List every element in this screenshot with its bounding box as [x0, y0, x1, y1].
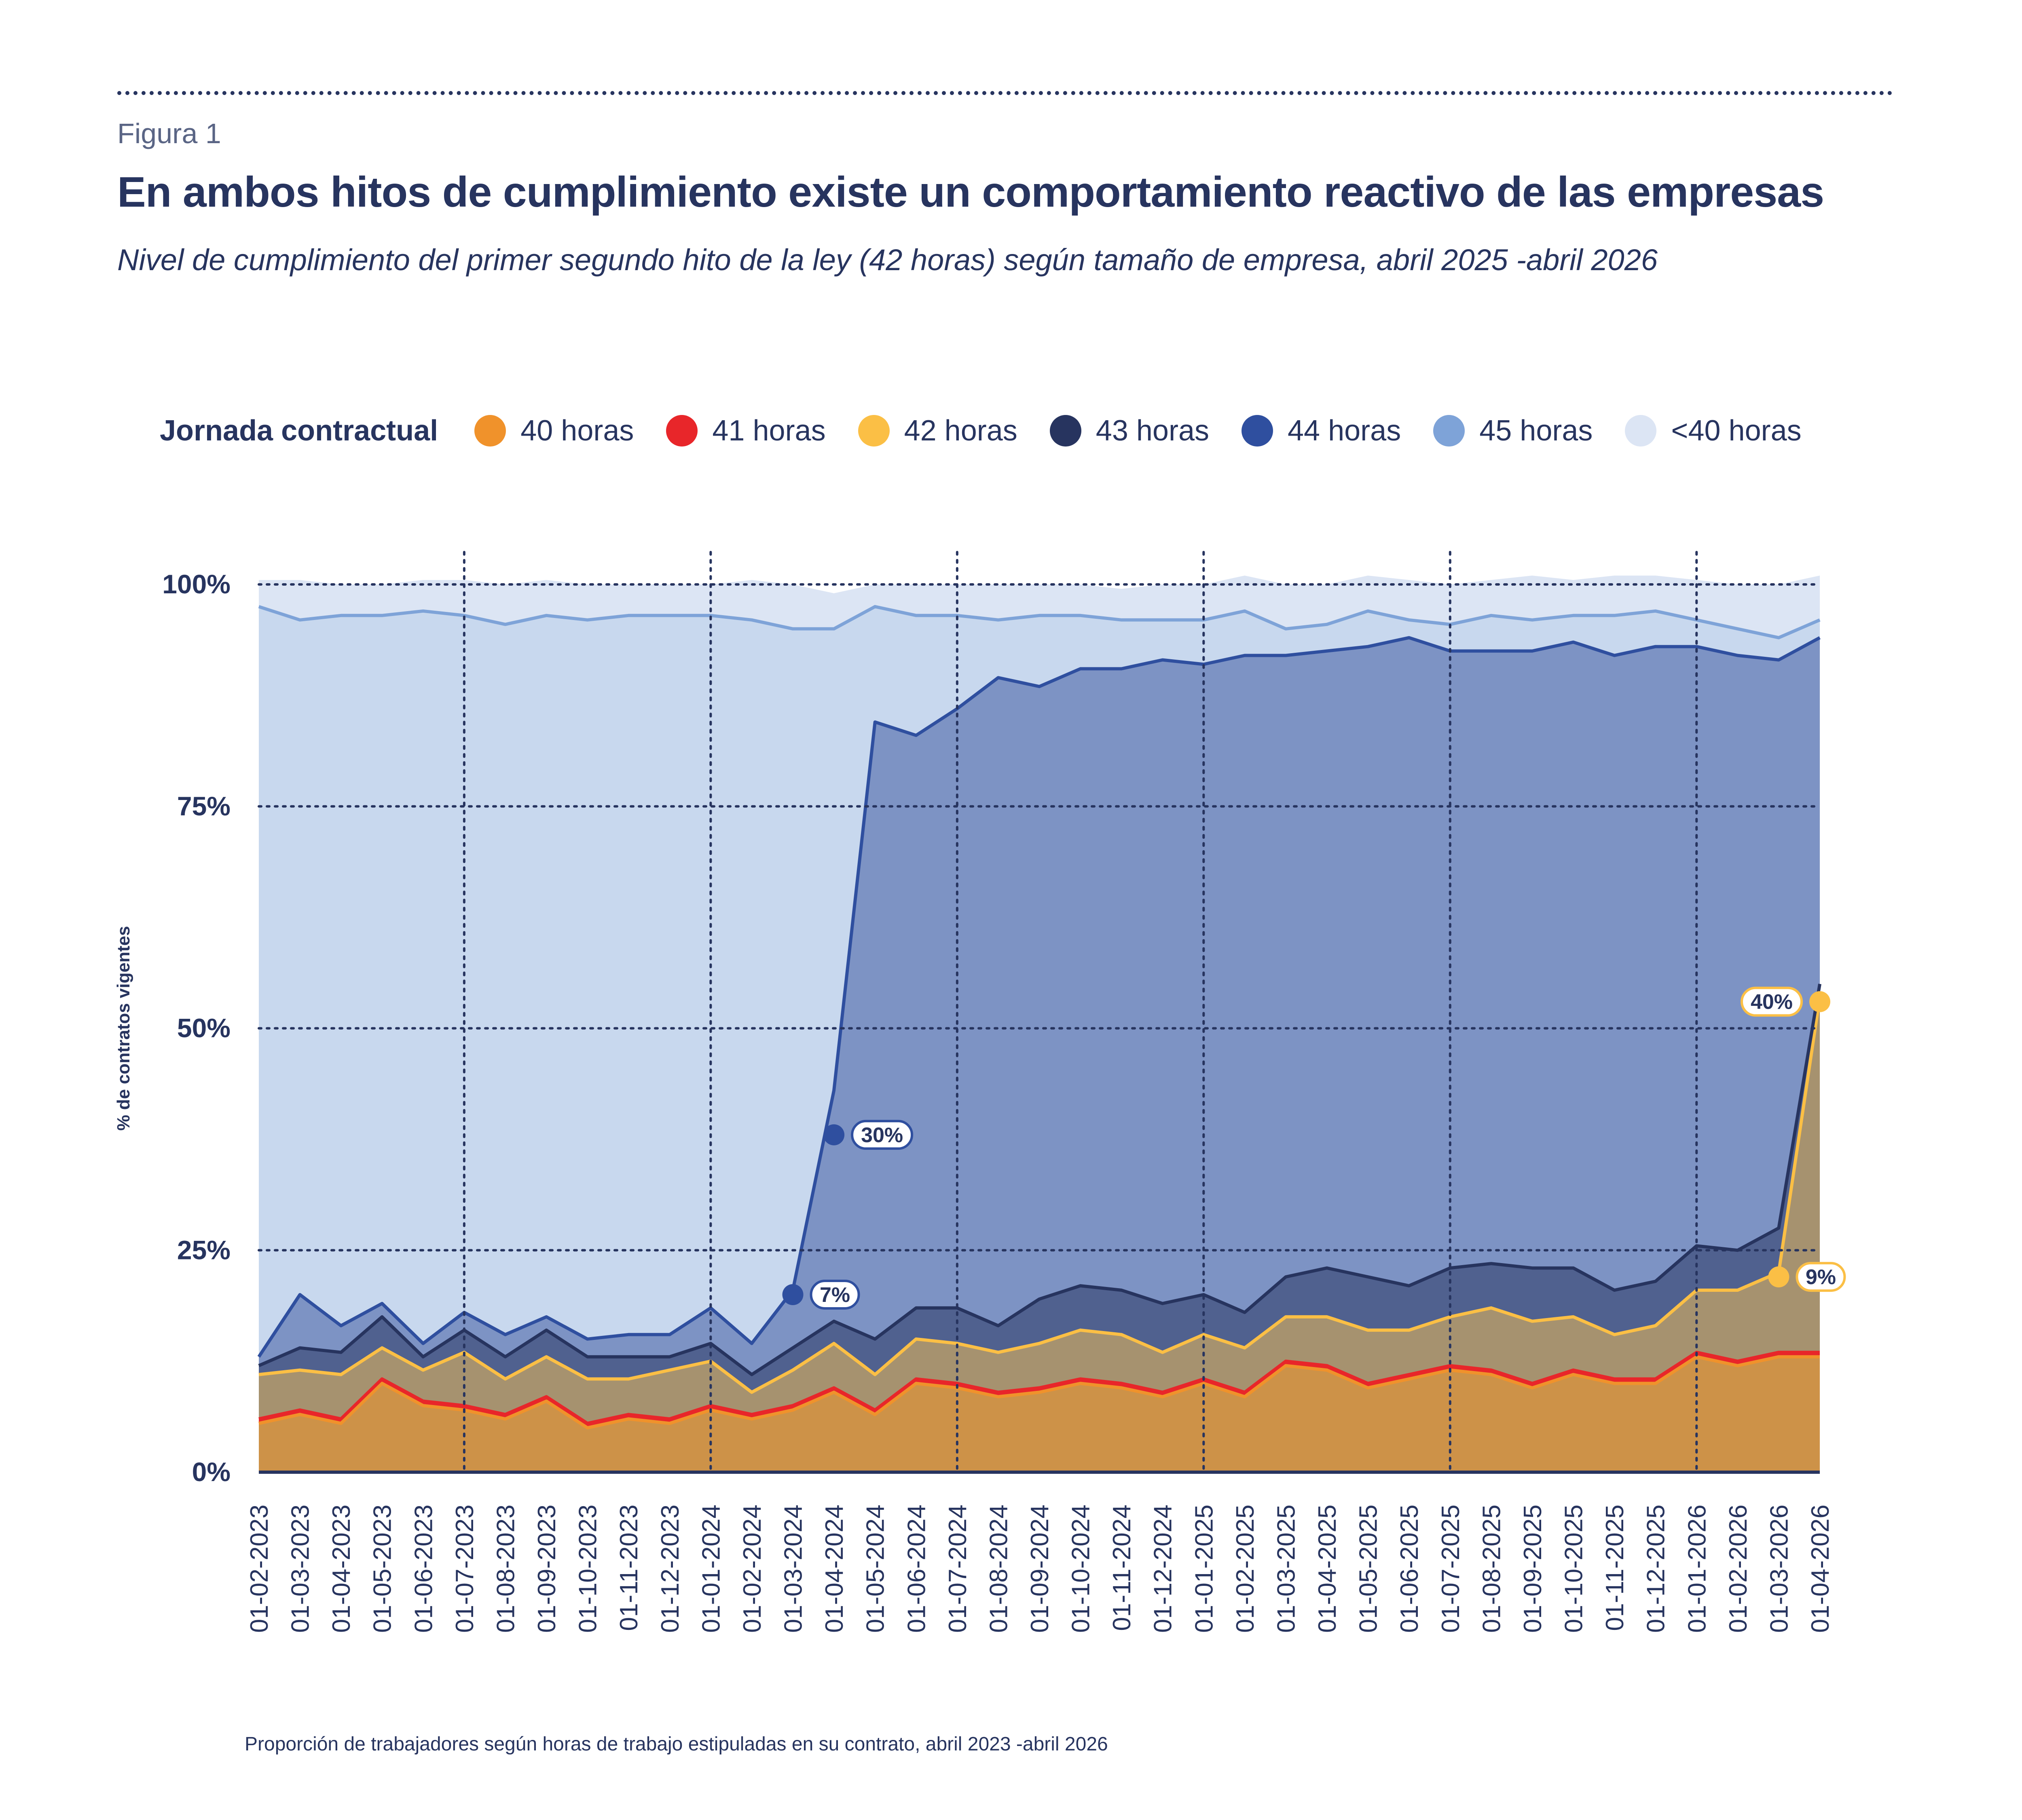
- x-tick-label: 01-07-2024: [944, 1505, 972, 1633]
- figure-label: Figura 1: [117, 118, 221, 149]
- x-tick-label: 01-08-2024: [985, 1505, 1013, 1633]
- legend-label: 43 horas: [1096, 415, 1209, 447]
- annotation-box: [810, 1280, 860, 1310]
- x-tick-label: 01-02-2025: [1231, 1505, 1259, 1633]
- area-43-horas: [259, 984, 1820, 1393]
- x-tick-label: 01-05-2024: [862, 1505, 890, 1633]
- x-tick-label: 01-09-2024: [1026, 1505, 1054, 1633]
- area-44-horas: [259, 637, 1820, 1375]
- x-tick-label: 01-11-2025: [1601, 1505, 1629, 1631]
- series-line-43-horas: [258, 984, 1821, 1376]
- y-tick-label: 0%: [192, 1457, 231, 1487]
- annotation-box: [851, 1120, 914, 1150]
- annotation-marker: [782, 1284, 804, 1305]
- area-45-horas: [259, 606, 1820, 1357]
- legend-swatch: [1625, 415, 1657, 447]
- y-tick-label: 50%: [177, 1013, 231, 1043]
- x-tick-label: 01-04-2025: [1313, 1505, 1341, 1633]
- x-tick-label: 01-02-2023: [245, 1505, 273, 1633]
- x-tick-label: 01-05-2025: [1355, 1505, 1383, 1633]
- annotation-marker: [1809, 991, 1830, 1012]
- x-tick-label: 01-03-2026: [1765, 1505, 1793, 1633]
- annotation-box: [1741, 986, 1803, 1017]
- y-axis-label: % de contratos vigentes: [114, 926, 133, 1130]
- legend-title: Jornada contractual: [160, 415, 438, 447]
- x-tick-label: 01-12-2025: [1642, 1505, 1670, 1633]
- legend-item-43: 43 horas: [1049, 414, 1209, 447]
- legend-swatch: [666, 415, 698, 447]
- legend-label: 40 horas: [520, 415, 634, 447]
- legend-item-40: 40 horas: [474, 414, 634, 447]
- legend: Jornada contractual 40 horas 41 horas 42…: [160, 408, 1802, 453]
- x-tick-label: 01-06-2023: [410, 1505, 438, 1633]
- x-tick-label: 01-03-2024: [780, 1505, 808, 1633]
- area-42-horas: [259, 997, 1820, 1424]
- x-tick-label: 01-03-2025: [1272, 1505, 1300, 1633]
- area-40-horas: [259, 1357, 1820, 1472]
- x-tick-label: 01-03-2023: [287, 1505, 315, 1633]
- series-line-45-horas: [258, 605, 1821, 639]
- x-tick-label: 01-04-2024: [821, 1505, 848, 1633]
- series-line-44-horas: [257, 636, 1821, 1358]
- x-tick-label: 01-09-2025: [1519, 1505, 1547, 1633]
- x-tick-label: 01-02-2024: [738, 1505, 766, 1633]
- x-tick-label: 01-01-2026: [1683, 1505, 1711, 1633]
- x-tick-label: 01-02-2026: [1724, 1505, 1752, 1633]
- legend-label: 45 horas: [1479, 415, 1593, 447]
- legend-swatch: [474, 415, 506, 447]
- annotation-box: [1796, 1262, 1846, 1292]
- x-tick-label: 01-10-2024: [1067, 1505, 1095, 1633]
- top-dotted-rule: [117, 91, 1893, 95]
- chart-title: En ambos hitos de cumplimiento existe un…: [117, 168, 1824, 216]
- x-tick-label: 01-08-2023: [492, 1505, 520, 1633]
- series-line-42-horas: [258, 997, 1821, 1394]
- legend-item-under-40: <40 horas: [1625, 414, 1802, 447]
- legend-swatch: [1242, 415, 1273, 447]
- x-tick-label: 01-07-2025: [1437, 1505, 1465, 1633]
- x-tick-label: 01-10-2023: [574, 1505, 602, 1633]
- y-tick-label: 25%: [177, 1235, 231, 1265]
- x-tick-label: 01-11-2024: [1108, 1505, 1136, 1631]
- x-tick-label: 01-10-2025: [1560, 1505, 1588, 1633]
- legend-label: 44 horas: [1288, 415, 1401, 447]
- y-tick-label: 75%: [177, 791, 231, 821]
- legend-item-44: 44 horas: [1242, 414, 1401, 447]
- series-line-41-horas: [258, 1350, 1820, 1425]
- legend-swatch: [858, 415, 890, 447]
- legend-swatch: [1049, 415, 1081, 447]
- x-tick-label: 01-08-2025: [1478, 1505, 1506, 1633]
- legend-item-41: 41 horas: [666, 414, 826, 447]
- footnote: Proporción de trabajadores según horas d…: [245, 1733, 1108, 1755]
- x-tick-label: 01-01-2025: [1190, 1505, 1218, 1633]
- series-line-40-horas: [258, 1355, 1820, 1430]
- annotation-label: 30%: [861, 1124, 903, 1147]
- x-tick-label: 01-07-2023: [451, 1505, 479, 1633]
- legend-item-42: 42 horas: [858, 414, 1017, 447]
- annotation-label: 7%: [820, 1283, 850, 1307]
- annotation-label: 9%: [1806, 1266, 1836, 1289]
- x-tick-label: 01-05-2023: [369, 1505, 397, 1633]
- legend-label: 42 horas: [904, 415, 1017, 447]
- legend-swatch: [1433, 415, 1465, 447]
- x-tick-label: 01-04-2023: [328, 1505, 355, 1633]
- chart-subtitle: Nivel de cumplimiento del primer segundo…: [117, 243, 1658, 277]
- annotation-label: 40%: [1751, 990, 1793, 1014]
- x-tick-label: 01-12-2023: [656, 1505, 684, 1633]
- x-tick-label: 01-09-2023: [533, 1505, 561, 1633]
- legend-item-45: 45 horas: [1433, 414, 1593, 447]
- x-tick-label: 01-11-2023: [615, 1505, 643, 1631]
- x-tick-label: 01-01-2024: [697, 1505, 725, 1633]
- annotation-marker: [823, 1124, 845, 1145]
- x-tick-label: 01-12-2024: [1149, 1505, 1177, 1633]
- legend-label: <40 horas: [1671, 415, 1802, 447]
- legend-label: 41 horas: [712, 415, 826, 447]
- x-tick-label: 01-06-2025: [1396, 1505, 1423, 1633]
- x-tick-label: 01-06-2024: [903, 1505, 931, 1633]
- x-tick-label: 01-04-2026: [1806, 1505, 1834, 1633]
- annotation-marker: [1768, 1266, 1789, 1288]
- y-tick-label: 100%: [162, 569, 231, 599]
